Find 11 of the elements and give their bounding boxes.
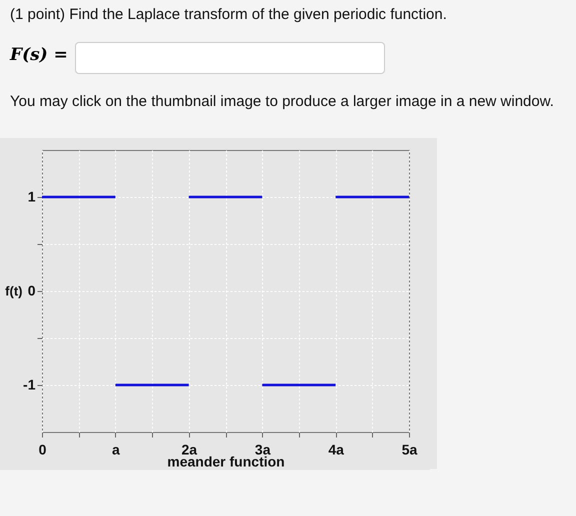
text: F(s) = — [10, 45, 68, 65]
y-tick-label: 0 — [28, 282, 36, 298]
x-tick-label: 0 — [38, 442, 47, 458]
y-axis-title: f(t) — [5, 284, 22, 298]
chart-title: (1 point) Find the Laplace transform of the given periodic function. — [10, 6, 447, 23]
y-tick-label: -1 — [23, 376, 36, 392]
text: You may click on the thumbnail image to produce a larger image in a new window. — [10, 93, 554, 110]
x-tick-label: 4a — [328, 442, 344, 458]
x-tick-label: 5a — [402, 442, 418, 458]
x-tick-label: a — [112, 442, 120, 458]
y-tick-label: 1 — [28, 188, 36, 204]
